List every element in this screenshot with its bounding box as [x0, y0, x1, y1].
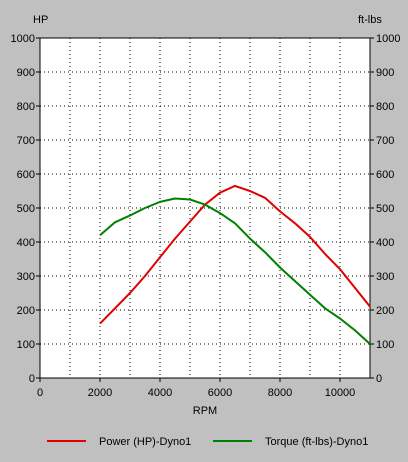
x-tick-label: 4000: [148, 387, 172, 399]
y-tick-label-right: 0: [376, 373, 382, 385]
y-tick-label-right: 300: [376, 271, 394, 283]
y-tick-label-right: 900: [376, 67, 394, 79]
y-tick-label-right: 500: [376, 203, 394, 215]
y-tick-label-left: 700: [17, 135, 35, 147]
y-tick-label-right: 400: [376, 237, 394, 249]
grid: [40, 38, 370, 378]
left-axis-label: HP: [33, 14, 48, 26]
y-tick-label-right: 700: [376, 135, 394, 147]
y-tick-label-right: 100: [376, 339, 394, 351]
y-tick-label-left: 900: [17, 67, 35, 79]
y-tick-label-right: 200: [376, 305, 394, 317]
series-line-torque: [99, 197, 371, 345]
y-tick-label-left: 0: [29, 373, 35, 385]
y-tick-label-left: 800: [17, 101, 35, 113]
y-tick-label-right: 800: [376, 101, 394, 113]
x-axis-label: RPM: [193, 405, 217, 417]
y-tick-label-left: 300: [17, 271, 35, 283]
x-tick-label: 0: [37, 387, 43, 399]
x-tick-label: 2000: [88, 387, 112, 399]
right-axis-label: ft-lbs: [358, 14, 382, 26]
y-tick-label-left: 100: [17, 339, 35, 351]
y-tick-label-left: 1000: [11, 33, 35, 45]
x-tick-label: 10000: [325, 387, 356, 399]
y-tick-label-right: 600: [376, 169, 394, 181]
series-line-power: [99, 184, 371, 325]
series-lines: [99, 184, 371, 345]
x-tick-label: 8000: [268, 387, 292, 399]
y-tick-label-left: 600: [17, 169, 35, 181]
legend-label-torque: Torque (ft-lbs)-Dyno1: [265, 436, 368, 448]
plot-area: [39, 37, 371, 379]
legend: Power (HP)-Dyno1 Torque (ft-lbs)-Dyno1: [47, 436, 368, 448]
x-tick-label: 6000: [208, 387, 232, 399]
y-tick-label-left: 500: [17, 203, 35, 215]
y-tick-label-right: 1000: [376, 33, 400, 45]
legend-label-power: Power (HP)-Dyno1: [99, 436, 191, 448]
y-tick-label-left: 200: [17, 305, 35, 317]
y-tick-label-left: 400: [17, 237, 35, 249]
